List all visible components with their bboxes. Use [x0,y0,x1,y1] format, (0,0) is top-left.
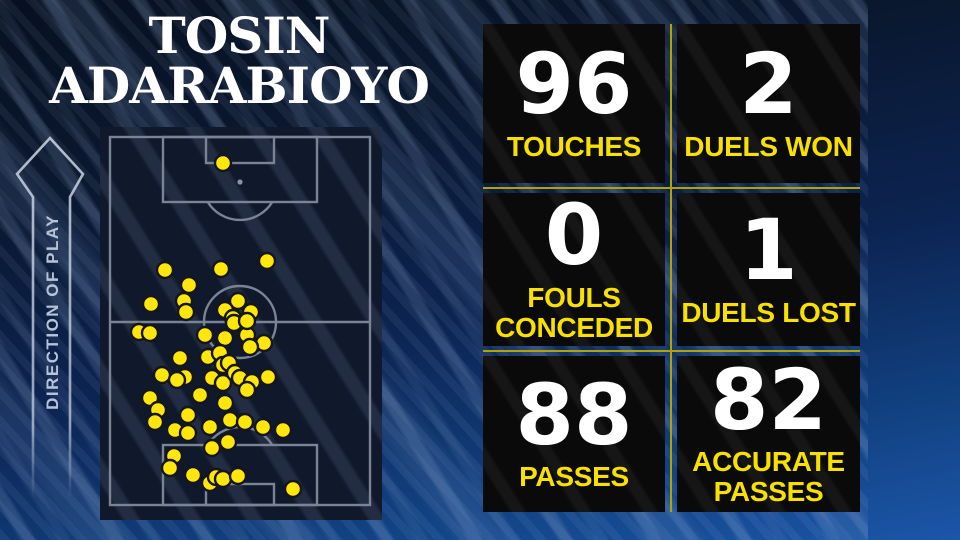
stat-label: FOULS CONCEDED [495,281,653,343]
touch-dot [235,412,255,432]
touch-dot [145,412,165,432]
touch-dots [129,153,303,499]
touch-dot [155,260,175,280]
up-arrow-outline [15,136,85,498]
touch-dot [195,325,215,345]
touch-dot [218,432,238,452]
page-title: TOSIN ADARABIOYO [0,11,478,111]
top-penalty-arc [206,201,274,222]
panel-horizontal-divider-1 [483,187,860,189]
pitch-svg [108,135,372,507]
touch-dot [215,393,235,413]
touch-dot [213,153,233,173]
touch-dot [273,420,293,440]
touch-dot [170,348,190,368]
touch-dot [178,405,198,425]
direction-of-play-arrow-icon [15,136,85,498]
stat-value: 82 [710,350,827,449]
stat-cell-passes: 88 PASSES [483,356,665,512]
player-first-name: TOSIN [148,6,331,65]
panel-horizontal-divider-2 [483,350,860,352]
touch-dot [160,458,180,478]
touch-dot [211,259,231,279]
stat-label: PASSES [519,461,629,493]
touch-dot [167,370,187,390]
touch-dot [183,465,203,485]
touch-dot [228,291,248,311]
stat-label: TOUCHES [506,130,642,162]
touch-dot [228,466,248,486]
touch-dot [200,417,220,437]
touch-dot [220,410,240,430]
touch-dot [257,251,277,271]
touch-dot [237,311,257,331]
touch-dot [283,479,303,499]
touch-dot [140,323,160,343]
touch-dot [215,328,235,348]
touch-dot [258,367,278,387]
centre-circle [202,284,278,360]
pitch-markings [108,135,372,507]
stat-cell-duels-won: 2 DUELS WON [677,24,860,183]
touch-dot [141,294,161,314]
touch-dot [179,275,199,295]
touch-dot [176,302,196,322]
touch-dot [240,337,260,357]
stat-value: 88 [515,365,633,464]
stat-value: 2 [739,35,798,134]
top-penalty-area [161,135,319,204]
touch-dot [152,365,172,385]
direction-of-play-label: DIRECTION OF PLAY [43,214,62,410]
touch-dot [213,373,233,393]
touch-dot [213,469,233,489]
stat-label: DUELS LOST [681,296,856,328]
stat-value: 1 [739,201,798,300]
stat-value: 96 [515,35,633,134]
touch-dot [237,380,257,400]
stat-cell-fouls-conceded: 0 FOULS CONCEDED [483,193,665,346]
stat-label: ACCURATE PASSES [692,446,845,508]
stat-label: DUELS WON [684,130,853,162]
stat-cell-accurate-passes: 82 ACCURATE PASSES [677,356,860,512]
touch-map-pitch [100,127,382,520]
player-last-name: ADARABIOYO [49,56,430,115]
stat-cell-touches: 96 TOUCHES [483,24,665,183]
touch-dot [253,417,273,437]
stats-panel: 96 TOUCHES 2 DUELS WON 0 FOULS CONCEDED … [483,24,860,512]
touch-dot [178,423,198,443]
top-six-yard-box [204,135,276,165]
panel-vertical-divider [670,24,672,512]
touch-dot [202,438,222,458]
top-penalty-spot [237,179,243,185]
stat-cell-duels-lost: 1 DUELS LOST [677,193,860,346]
stat-value: 0 [544,186,604,285]
touch-dot [190,385,210,405]
